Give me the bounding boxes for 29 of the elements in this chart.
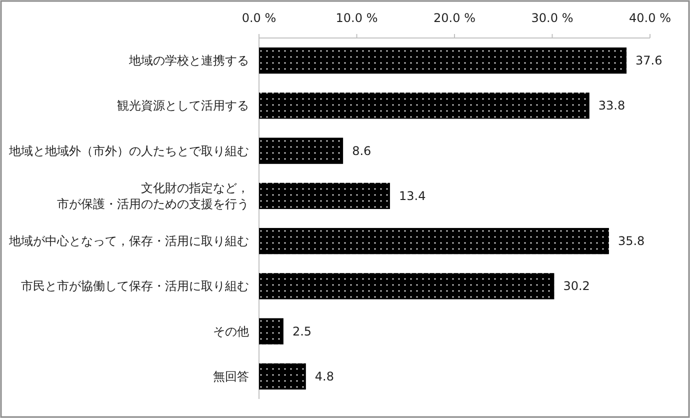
bar (259, 138, 344, 164)
bar (259, 318, 284, 344)
x-tick-label: 30.0 % (531, 11, 574, 25)
y-tick-label: その他 (213, 324, 249, 338)
data-label: 30.2 (563, 279, 590, 294)
x-tick-label: 0.0 % (242, 11, 276, 25)
data-label: 13.4 (398, 188, 426, 203)
data-label: 2.5 (292, 324, 312, 338)
x-tick-label: 10.0 % (336, 11, 378, 25)
data-label: 8.6 (352, 144, 372, 158)
y-tick-label: 地域と地域外（市外）の人たちとで取り組む (8, 144, 249, 158)
y-tick-label: 文化財の指定など，市が保護・活用のための支援を行う (57, 180, 249, 211)
bar (259, 273, 554, 300)
data-label: 4.8 (314, 369, 334, 384)
bar (259, 182, 390, 210)
data-label: 35.8 (618, 234, 645, 248)
x-tick-label: 40.0 % (629, 11, 671, 25)
bar (259, 228, 609, 254)
y-tick-label: 地域が中心となって，保存・活用に取り組む (8, 234, 249, 248)
y-tick-label: 観光資源として活用する (117, 98, 249, 113)
x-tick-label: 20.0 % (434, 11, 476, 25)
data-label: 33.8 (598, 98, 626, 113)
bar (259, 363, 306, 390)
data-label: 37.6 (636, 54, 662, 68)
y-tick-label: 地域の学校と連携する (128, 54, 249, 68)
y-tick-label: 市民と市が協働して保存・活用に取り組む (21, 279, 249, 294)
y-tick-label: 無回答 (213, 369, 249, 384)
bar (259, 92, 590, 119)
bar (259, 47, 627, 74)
